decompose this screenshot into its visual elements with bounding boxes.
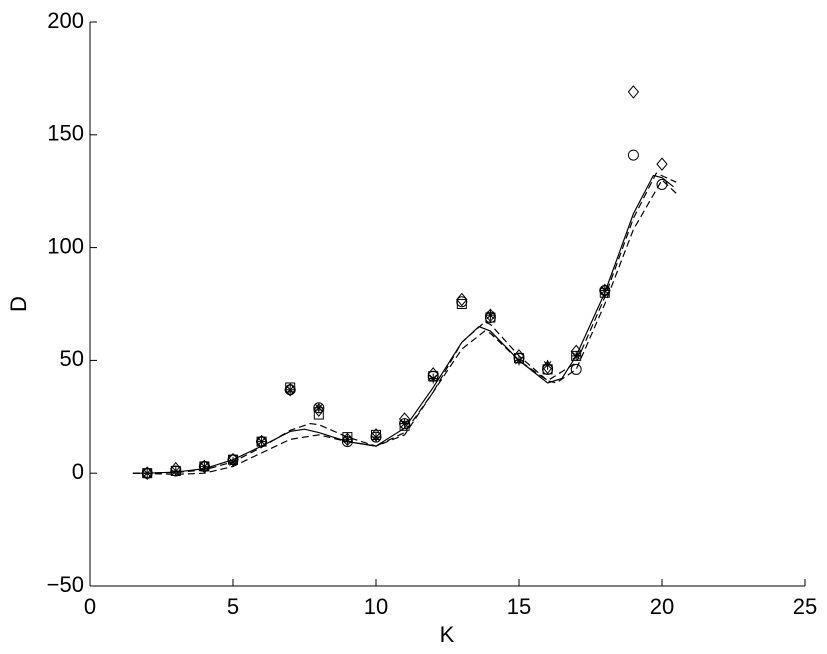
x-tick-label: 5 xyxy=(227,594,239,619)
x-tick-label: 25 xyxy=(793,594,817,619)
point xyxy=(141,466,153,480)
curve xyxy=(132,174,674,474)
point xyxy=(599,285,610,296)
x-tick-label: 10 xyxy=(364,594,388,619)
x-axis-label: K xyxy=(440,622,455,647)
point xyxy=(313,402,324,413)
y-axis-label: D xyxy=(6,296,31,312)
y-tick-label: 0 xyxy=(72,459,84,484)
point xyxy=(542,359,553,370)
point xyxy=(656,157,668,171)
point xyxy=(284,382,296,397)
point xyxy=(342,434,353,445)
point xyxy=(428,373,439,384)
curve xyxy=(132,172,677,474)
y-tick-label: 150 xyxy=(47,121,84,146)
point xyxy=(371,432,381,443)
y-tick-label: 50 xyxy=(60,346,84,371)
curve xyxy=(132,178,677,475)
x-tick-label: 15 xyxy=(507,594,531,619)
point xyxy=(198,459,211,474)
y-tick-label: 100 xyxy=(47,233,84,258)
point xyxy=(485,310,496,321)
point xyxy=(570,363,582,375)
point xyxy=(256,436,267,447)
y-tick-label: 200 xyxy=(47,8,84,33)
point xyxy=(399,418,410,429)
y-tick-label: −50 xyxy=(47,572,84,597)
point xyxy=(199,461,210,472)
point xyxy=(627,85,640,99)
point xyxy=(285,384,296,395)
x-tick-label: 0 xyxy=(84,594,96,619)
x-tick-label: 20 xyxy=(650,594,674,619)
point xyxy=(170,465,181,476)
point xyxy=(627,149,639,161)
point xyxy=(456,299,467,309)
